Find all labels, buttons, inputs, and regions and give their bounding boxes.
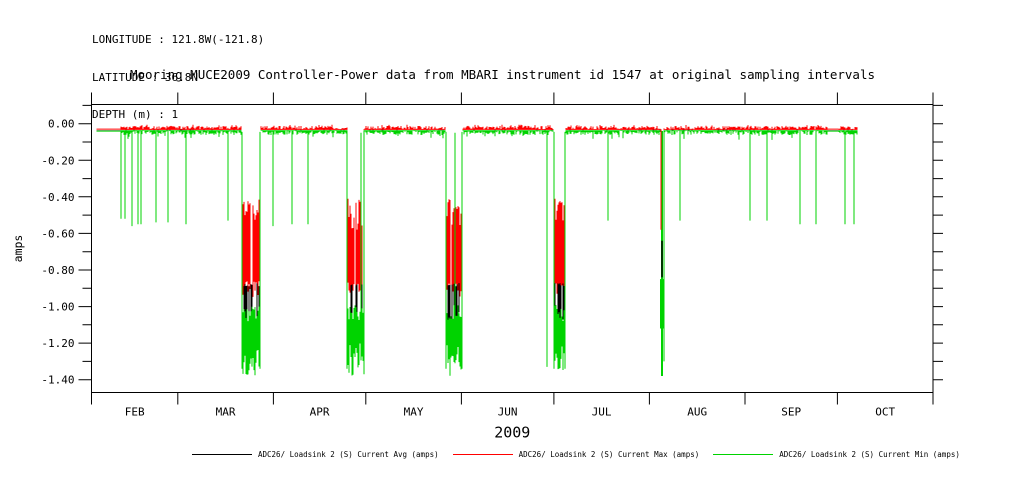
legend: ADC26/ Loadsink 2 (S) Current Avg (amps)…: [192, 450, 960, 459]
depth-label: DEPTH (m) : 1: [92, 108, 179, 121]
axes: 0.00 -0.20 -0.40 -0.60 -0.80 -1.00 -1.20 -1.40 F…: [11, 92, 943, 442]
y-tick-label: -0.80: [41, 264, 74, 277]
x-tick-label: SEP: [781, 406, 801, 419]
x-tick-label: AUG: [687, 406, 707, 419]
legend-line-max-icon: [452, 454, 513, 455]
series-avg-bursts: [243, 283, 565, 327]
series-max-bursts: [241, 198, 566, 297]
x-tick-label: MAR: [216, 406, 236, 419]
legend-item-min: ADC26/ Loadsink 2 (S) Current Min (amps): [713, 450, 960, 459]
x-axis-year-label: 2009: [494, 424, 530, 442]
series-min-spikes: [120, 131, 855, 367]
y-tick-label: -0.20: [41, 154, 74, 167]
chart-title: Mooring MUCE2009 Controller-Power data f…: [129, 67, 876, 82]
coords-header: LONGITUDE : 121.8W(-121.8) LATITUDE : 36…: [92, 9, 264, 147]
series-avg-baseline: [96, 129, 853, 131]
legend-item-max: ADC26/ Loadsink 2 (S) Current Max (amps): [452, 450, 700, 459]
legend-line-min-icon: [713, 454, 774, 455]
legend-line-avg-icon: [192, 454, 252, 455]
x-tick-label: JUL: [592, 406, 612, 419]
y-tick-label: -1.20: [41, 337, 74, 350]
legend-label-avg: ADC26/ Loadsink 2 (S) Current Avg (amps): [258, 450, 439, 459]
legend-item-avg: ADC26/ Loadsink 2 (S) Current Avg (amps): [192, 450, 439, 459]
legend-label-max: ADC26/ Loadsink 2 (S) Current Max (amps): [518, 450, 700, 459]
x-tick-label: FEB: [125, 406, 145, 419]
x-tick-label: OCT: [875, 406, 895, 419]
plot-frame: [91, 104, 934, 393]
x-tick-label: MAY: [404, 406, 424, 419]
legend-label-min: ADC26/ Loadsink 2 (S) Current Min (amps): [779, 450, 960, 459]
y-tick-label: 0.00: [48, 118, 75, 131]
x-tick-label: APR: [310, 406, 330, 419]
latitude-label: LATITUDE : 36.8N: [92, 70, 198, 84]
longitude-label: LONGITUDE : 121.8W(-121.8): [92, 33, 265, 46]
y-tick-label: -1.00: [41, 301, 74, 314]
y-tick-label: -0.60: [41, 227, 74, 240]
x-tick-label: JUN: [498, 406, 518, 419]
y-tick-label: -1.40: [41, 374, 74, 387]
series-max-baseline: [96, 124, 858, 130]
series-min-baseline: [96, 130, 858, 140]
y-tick-label: -0.40: [41, 191, 74, 204]
y-axis-title: amps: [11, 235, 25, 263]
series-min-bursts: [241, 131, 566, 376]
